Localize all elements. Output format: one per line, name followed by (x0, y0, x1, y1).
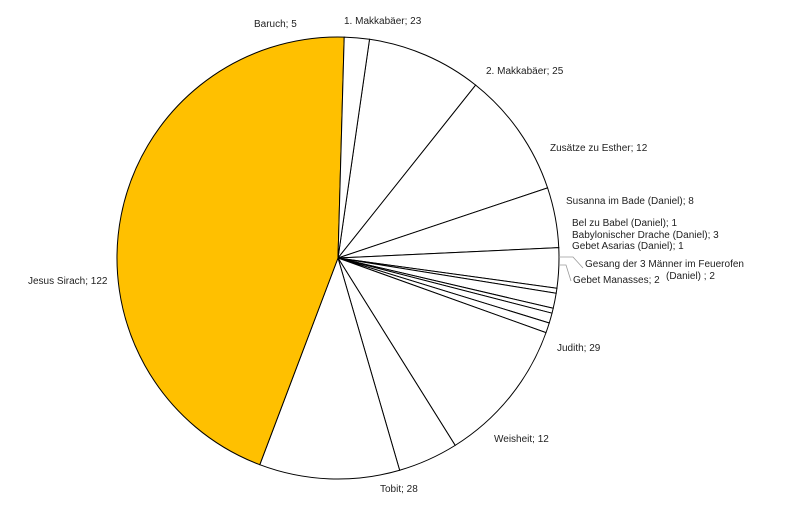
data-label-1: 1. Makkabäer; 23 (344, 16, 422, 27)
leader-line-9 (559, 264, 572, 282)
data-label-8: Gesang der 3 Männer im Feuerofen (Daniel)… (585, 259, 744, 282)
pie-slices (116, 36, 560, 480)
slice-12 (259, 256, 401, 480)
data-label-14: Baruch; 5 (254, 19, 297, 30)
data-label-4: Susanna im Bade (Daniel); 8 (566, 196, 694, 207)
slice-2 (336, 84, 549, 260)
data-label-9: Gebet Manasses; 2 (573, 275, 660, 286)
data-label-3: Zusätze zu Esther; 12 (550, 143, 648, 154)
data-label-10: Judith; 29 (557, 343, 601, 354)
data-label-5: Bel zu Babel (Daniel); 1 (572, 218, 677, 229)
data-label-7: Gebet Asarias (Daniel); 1 (572, 241, 684, 252)
data-label-6: Babylonischer Drache (Daniel); 3 (572, 230, 719, 241)
leader-line-8 (559, 256, 584, 269)
data-label-13: Jesus Sirach; 122 (28, 276, 108, 287)
slice-14 (337, 36, 371, 259)
leader-lines (559, 256, 584, 282)
slice-10 (336, 257, 547, 447)
slice-1 (337, 38, 477, 260)
data-labels: 1. Makkabäer; 23 2. Makkabäer; 25 Zusätze … (28, 16, 744, 495)
data-label-2: 2. Makkabäer; 25 (486, 66, 564, 77)
data-label-11: Weisheit; 12 (494, 434, 549, 445)
slice-13 (116, 36, 345, 466)
data-label-12: Tobit; 28 (380, 484, 418, 495)
